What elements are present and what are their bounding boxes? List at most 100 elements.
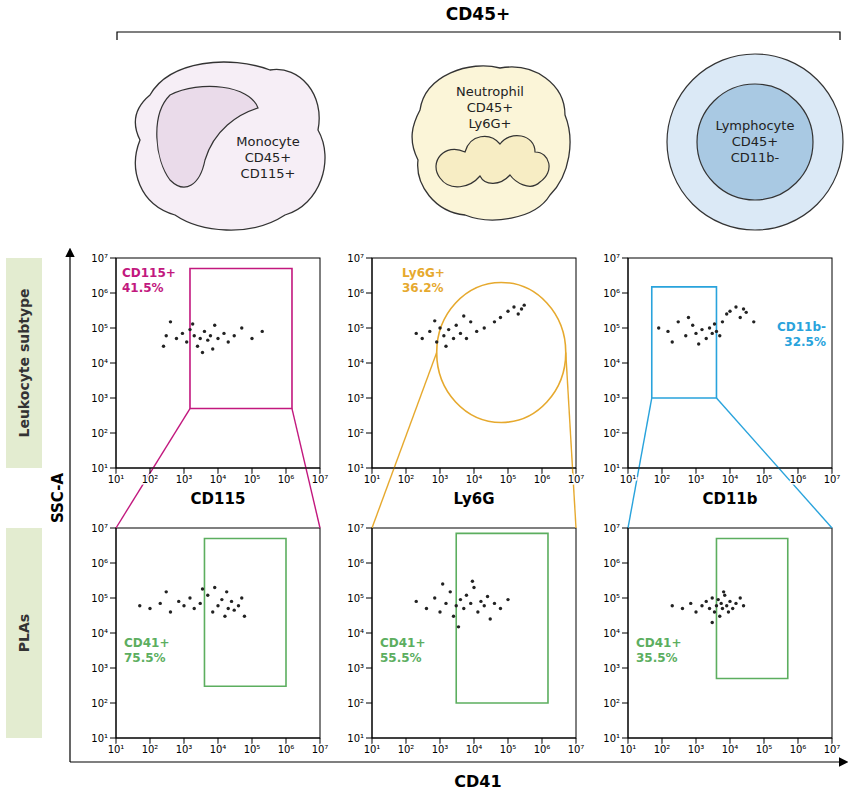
svg-text:10³: 10³ <box>91 663 108 674</box>
svg-text:CD45+: CD45+ <box>732 134 779 149</box>
svg-text:10⁶: 10⁶ <box>534 744 551 755</box>
svg-text:CD41: CD41 <box>454 772 501 791</box>
svg-text:10²: 10² <box>91 698 108 709</box>
svg-text:10⁵: 10⁵ <box>91 593 108 604</box>
svg-text:10³: 10³ <box>347 393 364 404</box>
svg-text:Leukocyte subtype: Leukocyte subtype <box>16 288 32 437</box>
svg-text:CD45+: CD45+ <box>446 4 511 24</box>
svg-text:10¹: 10¹ <box>364 744 381 755</box>
svg-text:10⁶: 10⁶ <box>347 558 364 569</box>
svg-text:10¹: 10¹ <box>603 733 620 744</box>
svg-text:10⁴: 10⁴ <box>603 358 620 369</box>
svg-text:10⁶: 10⁶ <box>603 288 620 299</box>
svg-text:10⁵: 10⁵ <box>244 744 261 755</box>
svg-text:PLAs: PLAs <box>16 614 32 652</box>
svg-text:10²: 10² <box>603 428 620 439</box>
svg-text:10⁴: 10⁴ <box>603 628 620 639</box>
svg-text:10⁴: 10⁴ <box>91 358 108 369</box>
svg-text:10⁴: 10⁴ <box>210 744 227 755</box>
svg-text:10³: 10³ <box>91 393 108 404</box>
svg-text:10⁶: 10⁶ <box>278 474 295 485</box>
svg-text:10⁴: 10⁴ <box>466 744 483 755</box>
svg-text:10²: 10² <box>603 698 620 709</box>
svg-text:10⁴: 10⁴ <box>347 628 364 639</box>
svg-text:10⁷: 10⁷ <box>312 744 329 755</box>
svg-text:10²: 10² <box>91 428 108 439</box>
svg-text:10³: 10³ <box>432 744 449 755</box>
svg-text:10⁵: 10⁵ <box>603 593 620 604</box>
svg-text:Ly6G+: Ly6G+ <box>469 116 512 131</box>
svg-text:10²: 10² <box>142 474 159 485</box>
svg-text:CD11b-: CD11b- <box>731 150 780 165</box>
svg-text:10⁵: 10⁵ <box>244 474 261 485</box>
svg-text:10⁷: 10⁷ <box>568 474 585 485</box>
svg-text:10⁶: 10⁶ <box>91 558 108 569</box>
svg-text:Monocyte: Monocyte <box>236 134 299 149</box>
svg-text:10³: 10³ <box>603 663 620 674</box>
svg-text:10⁴: 10⁴ <box>722 474 739 485</box>
svg-text:10⁵: 10⁵ <box>756 474 773 485</box>
svg-text:10⁷: 10⁷ <box>347 523 364 534</box>
svg-text:10⁷: 10⁷ <box>603 523 620 534</box>
html-text:Ly6G: Ly6G <box>453 490 495 508</box>
svg-text:10⁶: 10⁶ <box>278 744 295 755</box>
svg-text:10⁴: 10⁴ <box>210 474 227 485</box>
svg-text:10⁶: 10⁶ <box>603 558 620 569</box>
html-text:CD115: CD115 <box>190 490 246 508</box>
svg-text:CD115+: CD115+ <box>241 166 296 181</box>
svg-text:10²: 10² <box>347 698 364 709</box>
svg-text:CD45+: CD45+ <box>245 150 292 165</box>
svg-text:10⁷: 10⁷ <box>312 474 329 485</box>
svg-text:10¹: 10¹ <box>347 463 364 474</box>
svg-text:Neutrophil: Neutrophil <box>456 84 524 99</box>
svg-text:10¹: 10¹ <box>364 474 381 485</box>
svg-text:SSC-A: SSC-A <box>49 473 67 524</box>
svg-text:10³: 10³ <box>176 474 193 485</box>
svg-text:10⁷: 10⁷ <box>91 523 108 534</box>
svg-text:10²: 10² <box>654 744 671 755</box>
svg-text:10⁷: 10⁷ <box>824 744 841 755</box>
svg-text:10⁵: 10⁵ <box>500 474 517 485</box>
svg-text:10⁵: 10⁵ <box>500 744 517 755</box>
svg-text:10³: 10³ <box>603 393 620 404</box>
svg-text:10⁴: 10⁴ <box>91 628 108 639</box>
svg-text:10⁶: 10⁶ <box>790 474 807 485</box>
svg-text:10³: 10³ <box>176 744 193 755</box>
svg-text:10³: 10³ <box>688 744 705 755</box>
svg-text:10⁷: 10⁷ <box>603 253 620 264</box>
svg-text:10¹: 10¹ <box>620 474 637 485</box>
svg-text:Lymphocyte: Lymphocyte <box>716 118 795 133</box>
svg-text:10²: 10² <box>347 428 364 439</box>
svg-text:10⁶: 10⁶ <box>91 288 108 299</box>
svg-text:10¹: 10¹ <box>620 744 637 755</box>
svg-text:10⁵: 10⁵ <box>91 323 108 334</box>
svg-text:10⁷: 10⁷ <box>568 744 585 755</box>
svg-text:10⁶: 10⁶ <box>347 288 364 299</box>
svg-text:10¹: 10¹ <box>603 463 620 474</box>
svg-text:10³: 10³ <box>347 663 364 674</box>
svg-text:10¹: 10¹ <box>91 463 108 474</box>
svg-text:10⁷: 10⁷ <box>347 253 364 264</box>
svg-text:10⁵: 10⁵ <box>347 323 364 334</box>
svg-text:10⁴: 10⁴ <box>722 744 739 755</box>
svg-text:10⁴: 10⁴ <box>347 358 364 369</box>
svg-text:10²: 10² <box>654 474 671 485</box>
svg-text:10⁴: 10⁴ <box>466 474 483 485</box>
svg-text:10²: 10² <box>142 744 159 755</box>
svg-text:10⁷: 10⁷ <box>824 474 841 485</box>
svg-text:10¹: 10¹ <box>91 733 108 744</box>
svg-text:CD45+: CD45+ <box>467 100 514 115</box>
svg-text:10²: 10² <box>398 474 415 485</box>
svg-text:10⁶: 10⁶ <box>534 474 551 485</box>
svg-text:10¹: 10¹ <box>108 744 125 755</box>
svg-text:10¹: 10¹ <box>108 474 125 485</box>
svg-text:10²: 10² <box>398 744 415 755</box>
svg-text:10³: 10³ <box>688 474 705 485</box>
svg-text:10⁵: 10⁵ <box>756 744 773 755</box>
svg-text:10⁶: 10⁶ <box>790 744 807 755</box>
svg-text:10⁵: 10⁵ <box>347 593 364 604</box>
svg-text:10⁵: 10⁵ <box>603 323 620 334</box>
svg-text:10¹: 10¹ <box>347 733 364 744</box>
svg-text:10⁷: 10⁷ <box>91 253 108 264</box>
svg-text:10³: 10³ <box>432 474 449 485</box>
